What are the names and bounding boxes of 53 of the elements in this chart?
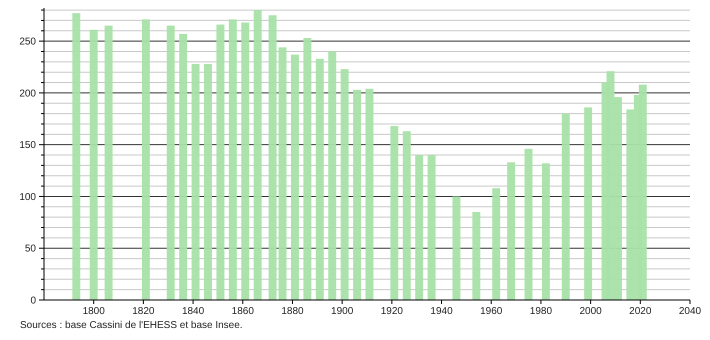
bar bbox=[204, 64, 212, 300]
x-tick-label: 2040 bbox=[678, 306, 702, 317]
bar bbox=[166, 26, 175, 300]
bar bbox=[366, 88, 374, 300]
x-tick-label: 1860 bbox=[232, 306, 254, 317]
x-tick-label: 2000 bbox=[579, 306, 602, 317]
x-tick-label: 1880 bbox=[281, 306, 304, 317]
bar bbox=[192, 64, 200, 300]
bar bbox=[562, 114, 570, 300]
y-tick-label: 100 bbox=[19, 192, 36, 203]
bar bbox=[72, 13, 80, 300]
bar bbox=[290, 54, 299, 300]
bar bbox=[507, 162, 516, 300]
bar bbox=[340, 69, 349, 300]
y-tick-label: 200 bbox=[19, 88, 36, 100]
x-tick-label: 1820 bbox=[132, 306, 155, 317]
bar bbox=[228, 19, 237, 300]
x-tick-label: 1900 bbox=[331, 306, 354, 317]
bar bbox=[402, 131, 411, 300]
bar bbox=[268, 15, 277, 300]
bar bbox=[216, 24, 224, 300]
bar bbox=[542, 163, 550, 300]
x-tick-label: 1980 bbox=[530, 306, 552, 317]
bar bbox=[278, 47, 286, 300]
bar bbox=[241, 22, 250, 300]
bar bbox=[142, 19, 150, 300]
x-tick-label: 1840 bbox=[182, 306, 205, 317]
bar bbox=[104, 26, 113, 300]
bar bbox=[428, 155, 436, 300]
bar bbox=[353, 90, 362, 300]
bar bbox=[472, 212, 480, 300]
x-tick-label: 1940 bbox=[430, 306, 454, 317]
x-tick-label: 2020 bbox=[629, 306, 652, 317]
bar bbox=[179, 34, 188, 300]
bar bbox=[415, 155, 424, 300]
bar bbox=[328, 51, 336, 300]
bar bbox=[584, 107, 592, 300]
bar bbox=[316, 58, 324, 300]
bar bbox=[452, 196, 460, 300]
x-tick-label: 1800 bbox=[82, 306, 106, 317]
y-tick-label: 150 bbox=[19, 140, 36, 152]
y-tick-label: 0 bbox=[30, 296, 36, 306]
y-tick-label: 50 bbox=[24, 244, 36, 255]
bar bbox=[254, 10, 262, 300]
x-tick-label: 1960 bbox=[480, 306, 503, 317]
bar bbox=[524, 148, 532, 300]
bar bbox=[90, 30, 98, 300]
y-tick-label: 250 bbox=[19, 36, 36, 48]
source-note: Sources : base Cassini de l'EHESS et base Insee. bbox=[20, 320, 243, 331]
x-tick-label: 1920 bbox=[380, 306, 404, 317]
bar bbox=[492, 188, 500, 300]
bar bbox=[390, 126, 398, 300]
bar bbox=[303, 38, 312, 300]
